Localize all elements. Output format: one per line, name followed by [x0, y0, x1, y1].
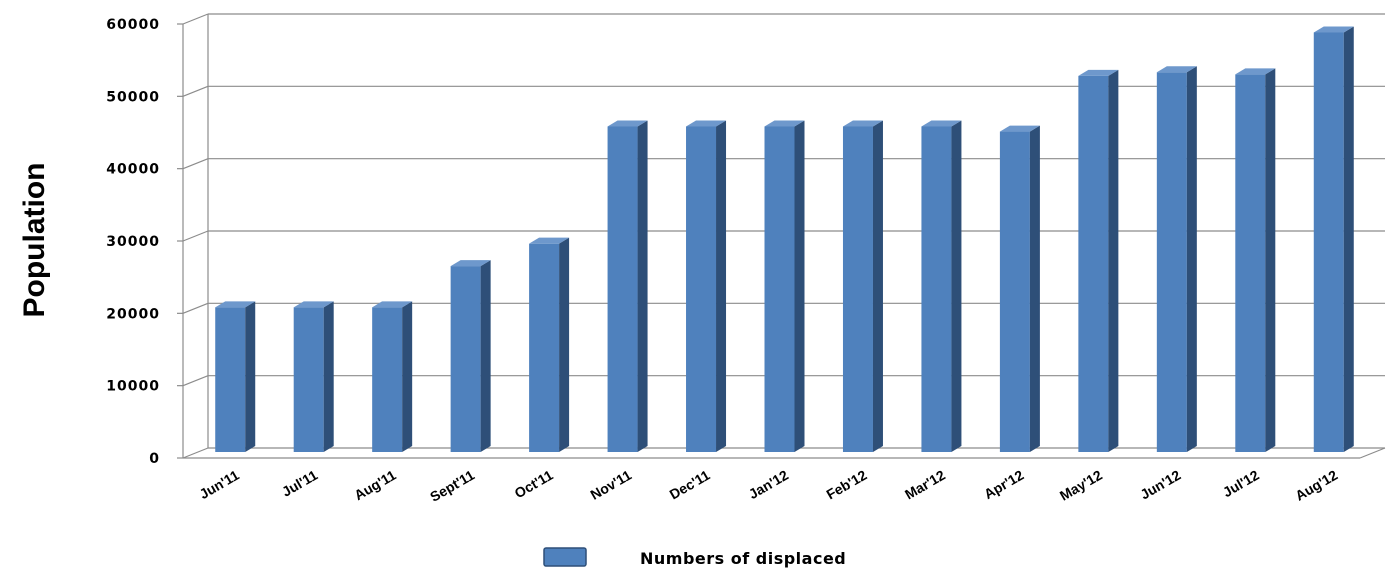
x-tick-label: Mar'12 — [902, 467, 948, 503]
bar-side — [402, 301, 413, 452]
bar-top — [293, 301, 334, 308]
bar-side — [794, 120, 805, 452]
bar — [686, 120, 727, 452]
bar — [450, 260, 491, 452]
x-tick-label: Dec'11 — [667, 467, 713, 503]
x-tick-label: Aug'12 — [1292, 467, 1340, 504]
x-tick-label: Jun'12 — [1137, 467, 1183, 503]
bar-front — [1235, 74, 1266, 453]
bar-front — [686, 126, 717, 452]
x-tick-label: Jul'11 — [279, 467, 320, 500]
x-tick-label: Sept'11 — [427, 467, 477, 505]
bar — [607, 120, 648, 452]
gridline-side — [182, 85, 209, 97]
gridline-side — [182, 447, 209, 459]
legend-label: Numbers of displaced — [640, 549, 846, 568]
bar-front — [1156, 72, 1187, 452]
bar-front — [215, 307, 246, 452]
y-tick-label: 20000 — [106, 306, 160, 322]
bar-side — [1343, 26, 1354, 452]
bar-top — [686, 120, 727, 127]
bar-front — [607, 126, 638, 452]
bar-top — [607, 120, 648, 127]
bar-side — [480, 260, 491, 452]
bar-front — [999, 131, 1030, 452]
y-tick-labels: 0 10000 20000 30000 40000 50000 60000 — [106, 17, 160, 467]
bar — [999, 125, 1040, 453]
y-tick-label: 30000 — [106, 234, 160, 250]
bar-side — [872, 120, 883, 452]
bar-side — [245, 301, 256, 452]
y-tick-label: 60000 — [106, 17, 160, 33]
bar-side — [716, 120, 727, 452]
bar — [921, 120, 962, 452]
bar-side — [1029, 125, 1040, 453]
y-tick-label: 10000 — [106, 379, 160, 395]
x-tick-label: Feb'12 — [824, 467, 870, 503]
gridline-side — [182, 302, 209, 314]
bar-front — [450, 266, 481, 452]
gridline-side — [182, 158, 209, 170]
gridline-side — [182, 230, 209, 242]
bar-top — [1235, 68, 1276, 75]
bar — [215, 301, 256, 452]
bar-top — [372, 301, 413, 308]
x-tick-label: Jan'12 — [746, 467, 791, 502]
bar-side — [1265, 68, 1276, 453]
bar-top — [215, 301, 256, 308]
bar-front — [1313, 32, 1344, 452]
gridline-side — [182, 375, 209, 387]
bar-top — [764, 120, 805, 127]
bar-front — [372, 307, 403, 452]
bar-top — [921, 120, 962, 127]
bar-front — [293, 307, 324, 452]
bar-top — [999, 125, 1040, 132]
bar-front — [529, 243, 560, 452]
bar-side — [951, 120, 962, 452]
bar — [529, 237, 570, 452]
bar — [764, 120, 805, 452]
y-tick-label: 0 — [149, 451, 160, 467]
x-tick-label: Jun'11 — [196, 467, 241, 502]
bar-top — [1313, 26, 1354, 33]
x-tick-label: Aug'11 — [351, 467, 398, 504]
y-tick-label: 40000 — [106, 162, 160, 178]
legend: Numbers of displaced — [543, 547, 846, 568]
bar — [1235, 68, 1276, 453]
bar — [842, 120, 883, 452]
bar-side — [637, 120, 648, 452]
bars — [215, 26, 1354, 453]
bar-front — [842, 126, 873, 452]
x-tick-label: Apr'12 — [981, 467, 1026, 502]
bar-front — [764, 126, 795, 452]
bar-top — [529, 237, 570, 244]
bar-top — [450, 260, 491, 267]
y-tick-label: 50000 — [106, 89, 160, 105]
bar — [1313, 26, 1354, 452]
bar-top — [1156, 66, 1197, 73]
bar-top — [1078, 69, 1119, 76]
bar — [293, 301, 334, 452]
bar — [1156, 66, 1197, 452]
gridline-side — [182, 13, 209, 25]
bar-side — [559, 237, 570, 452]
x-tick-label: Oct'11 — [512, 467, 556, 502]
bar-front — [1078, 75, 1109, 452]
legend-swatch — [543, 547, 587, 567]
floor-edge — [1359, 447, 1386, 459]
y-axis-label: Population — [18, 163, 51, 318]
bar-side — [1108, 69, 1119, 452]
x-tick-label: May'12 — [1057, 467, 1105, 504]
bar-front — [921, 126, 952, 452]
axes — [177, 14, 1386, 459]
x-tick-label: Jul'12 — [1220, 467, 1262, 501]
x-tick-label: Nov'11 — [587, 467, 634, 503]
x-tick-labels: Jun'11 Jul'11 Aug'11 Sept'11 Oct'11 Nov'11 Dec… — [196, 467, 1340, 505]
bar-top — [842, 120, 883, 127]
bar-side — [1186, 66, 1197, 452]
bar-side — [323, 301, 334, 452]
bar — [1078, 69, 1119, 452]
bar — [372, 301, 413, 452]
